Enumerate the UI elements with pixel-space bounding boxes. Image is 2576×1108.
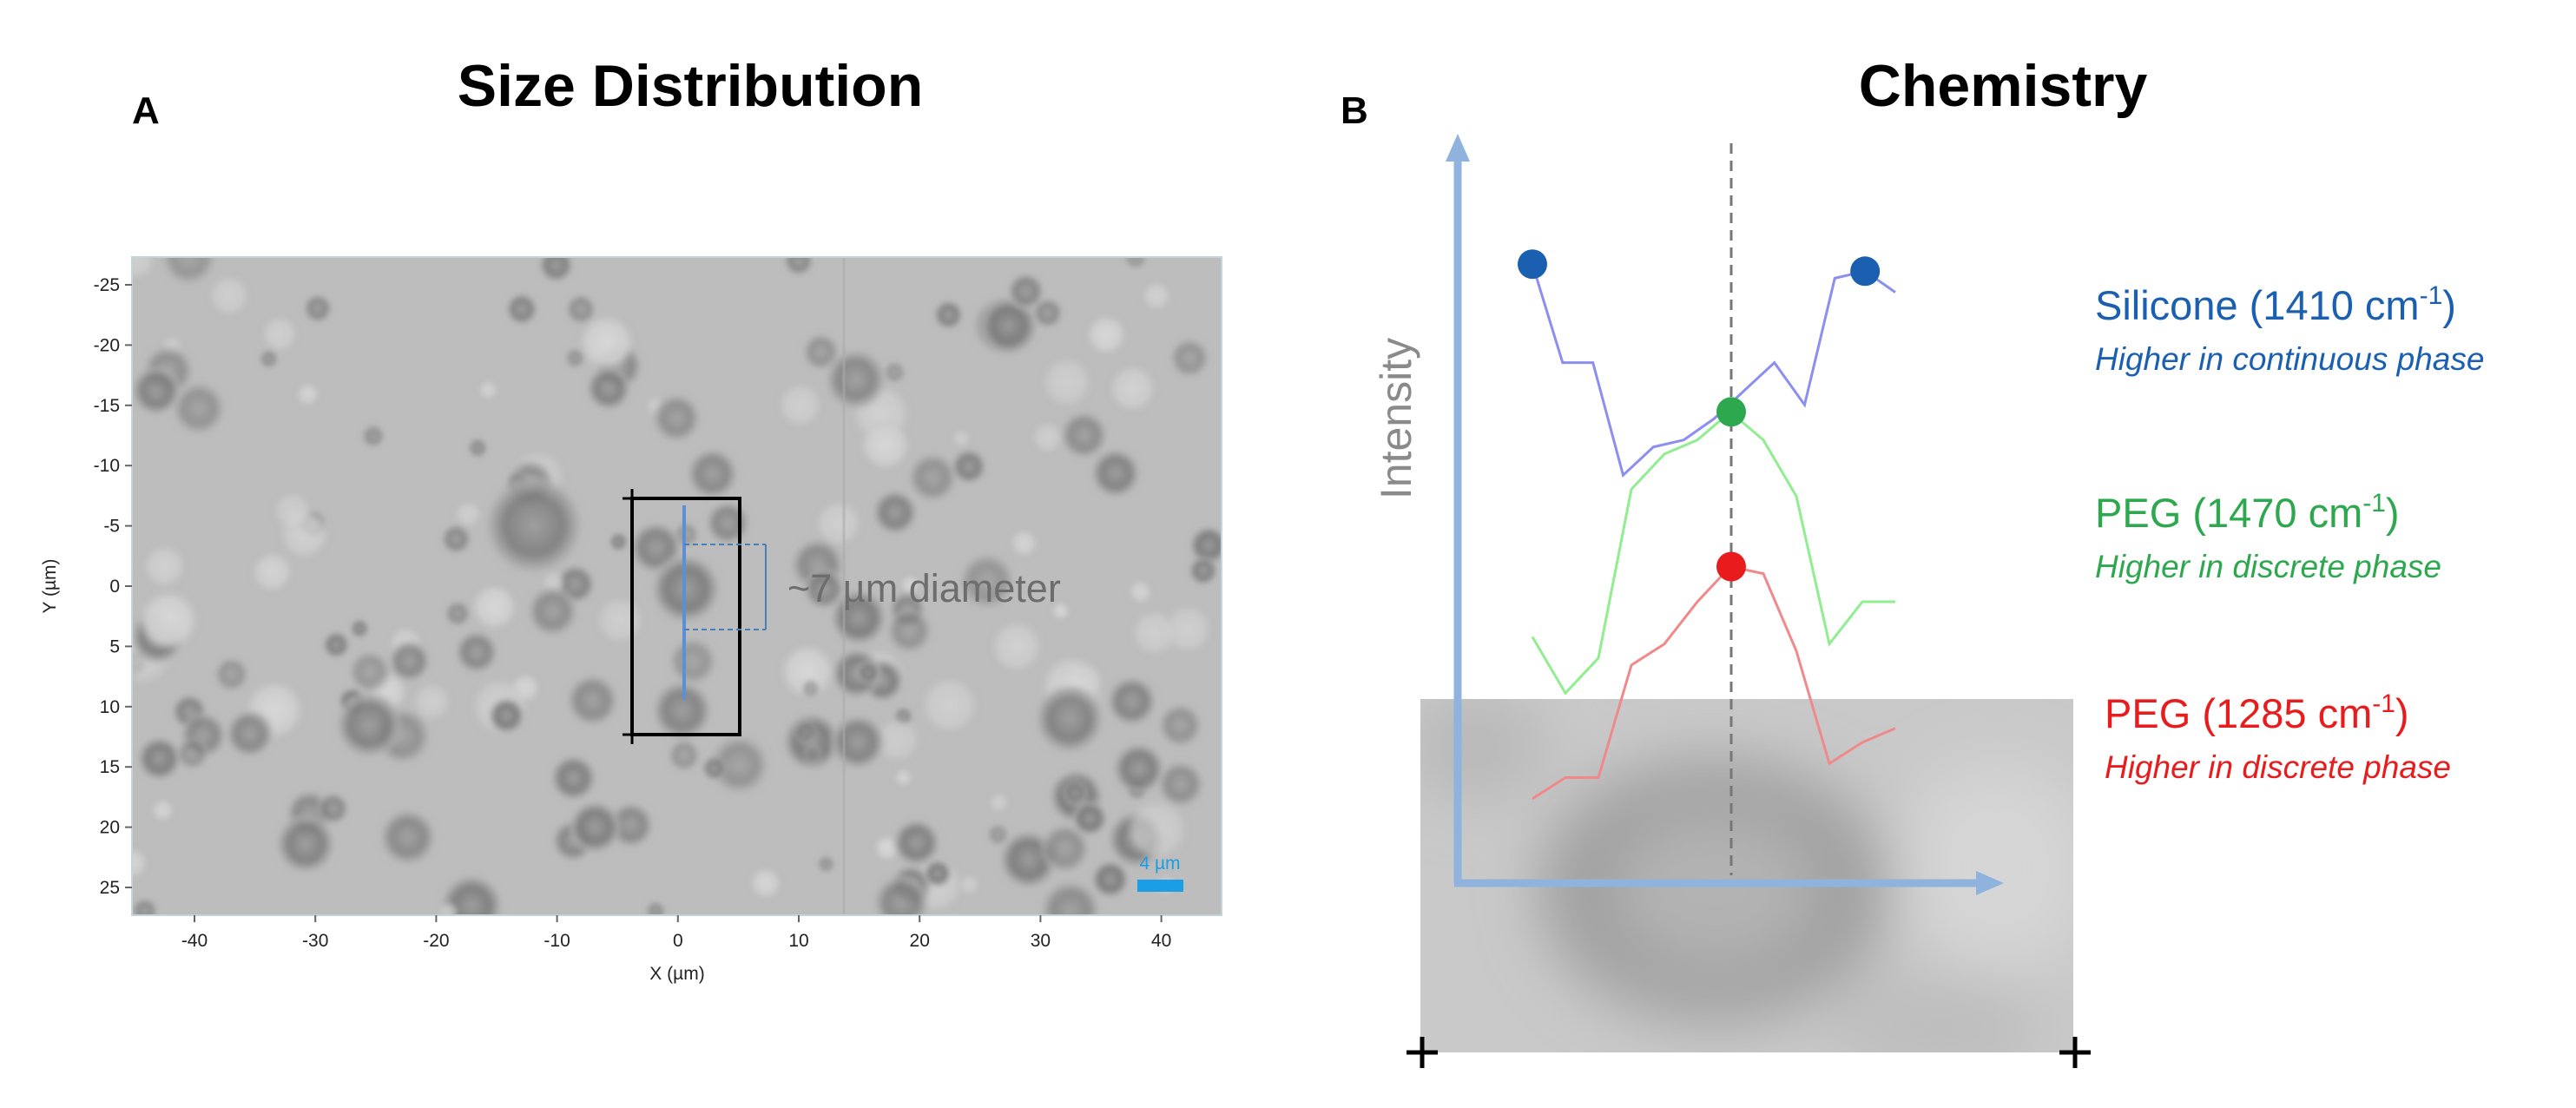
y-axis-title: Y (µm) bbox=[40, 558, 60, 613]
legend: Silicone (1410 cm-1) Higher in continuous… bbox=[2095, 281, 2484, 785]
diameter-annotation: ~7 µm diameter bbox=[787, 566, 1061, 610]
panel-b-letter: B bbox=[1341, 89, 1368, 132]
crosshair-marker-left bbox=[1407, 1037, 1438, 1068]
crosshair-marker-right bbox=[2059, 1037, 2091, 1068]
silicone-trace-marker bbox=[1850, 256, 1881, 287]
x-tick-label: 40 bbox=[1151, 931, 1171, 951]
silicone-trace-marker bbox=[1518, 249, 1547, 280]
x-tick-label: 0 bbox=[673, 931, 683, 951]
panel-a: A Size Distribution -40 -30 -20 -10 0 10 20 30 4… bbox=[40, 53, 1222, 984]
panel-b-title: Chemistry bbox=[1859, 53, 2148, 119]
panel-a-title: Size Distribution bbox=[458, 53, 923, 119]
y-tick-label: 5 bbox=[109, 636, 120, 656]
x-axis-title: X (µm) bbox=[649, 964, 704, 984]
intensity-axis-label: Intensity bbox=[1372, 338, 1420, 499]
x-tick-label: -20 bbox=[423, 931, 449, 951]
intensity-traces bbox=[1518, 249, 1896, 801]
silicone-trace-line bbox=[1531, 263, 1896, 478]
x-tick-label: -40 bbox=[181, 931, 208, 951]
legend-subtitle: Higher in discrete phase bbox=[2095, 549, 2441, 584]
measurement-box bbox=[630, 497, 741, 736]
y-tick-label: -25 bbox=[94, 275, 120, 295]
y-axis-arrow bbox=[1446, 134, 1470, 883]
legend-subtitle: Higher in discrete phase bbox=[2105, 749, 2451, 785]
crosshair-marker-top bbox=[623, 489, 642, 508]
x-axis-ticks: -40 -30 -20 -10 0 10 20 30 40 bbox=[181, 915, 1171, 951]
peg-1470-trace-line bbox=[1531, 410, 1895, 696]
panel-a-letter: A bbox=[132, 89, 160, 132]
y-tick-label: 15 bbox=[100, 757, 120, 777]
y-tick-label: -15 bbox=[94, 396, 120, 416]
crosshair-marker-bottom bbox=[623, 725, 642, 744]
peg-1285-trace-marker bbox=[1716, 551, 1746, 582]
y-tick-label: 0 bbox=[109, 577, 120, 597]
legend-subtitle: Higher in continuous phase bbox=[2095, 341, 2484, 377]
x-tick-label: 20 bbox=[910, 931, 930, 951]
legend-title: PEG (1470 cm-1) bbox=[2095, 489, 2400, 536]
scale-bar bbox=[1137, 880, 1183, 892]
legend-title: PEG (1285 cm-1) bbox=[2105, 689, 2409, 736]
peg-1285-trace-line bbox=[1532, 564, 1896, 801]
y-tick-label: 20 bbox=[100, 818, 120, 838]
y-tick-label: -5 bbox=[103, 517, 120, 537]
y-tick-label: 10 bbox=[100, 697, 120, 717]
scale-bar-label: 4 µm bbox=[1139, 854, 1180, 874]
panel-b: B Chemistry bbox=[1341, 53, 2484, 1068]
x-axis-arrow bbox=[1454, 871, 2004, 895]
micrograph-image bbox=[132, 257, 1222, 915]
peg-1470-trace-marker bbox=[1716, 397, 1746, 427]
x-tick-label: -30 bbox=[302, 931, 328, 951]
y-axis-ticks: -25 -20 -15 -10 -5 0 5 10 15 20 25 bbox=[94, 275, 132, 898]
y-tick-label: -10 bbox=[94, 456, 120, 476]
droplet-crop-image bbox=[1420, 699, 2073, 1052]
legend-title: Silicone (1410 cm-1) bbox=[2095, 281, 2456, 328]
y-tick-label: -20 bbox=[94, 335, 120, 355]
x-tick-label: 10 bbox=[788, 931, 808, 951]
diameter-bracket bbox=[684, 544, 767, 630]
x-tick-label: 30 bbox=[1031, 931, 1051, 951]
x-tick-label: -10 bbox=[544, 931, 570, 951]
y-tick-label: 25 bbox=[100, 878, 120, 898]
